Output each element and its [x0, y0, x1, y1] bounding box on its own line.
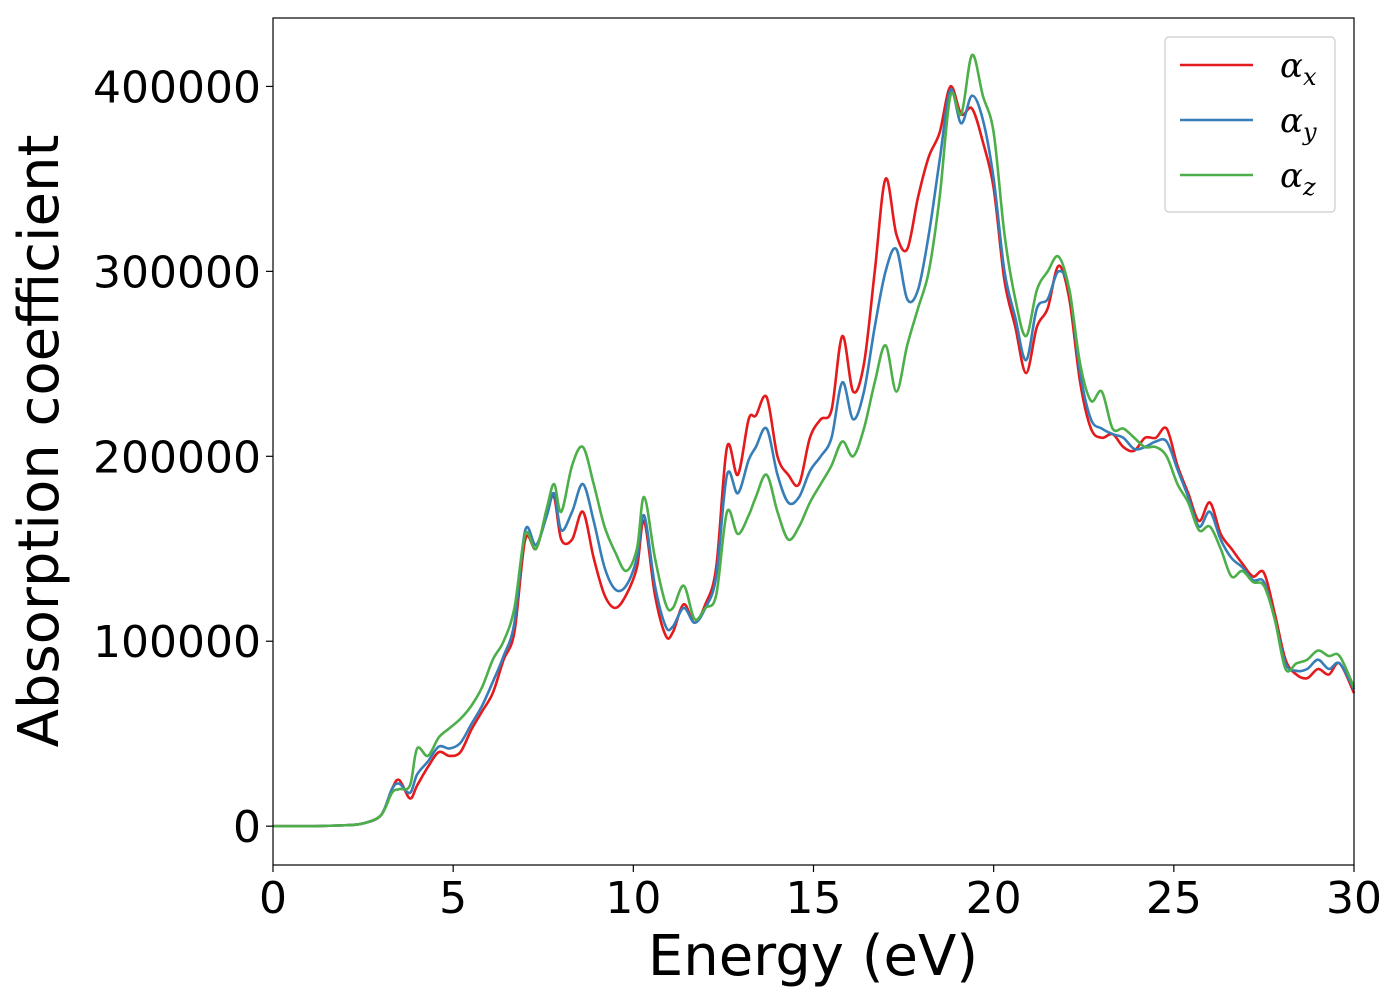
- legend-box: [1164, 36, 1336, 213]
- legend: αx αy αz: [1164, 36, 1336, 213]
- x-tick-label: 30: [1326, 873, 1382, 924]
- x-axis-label: Energy (eV): [648, 924, 978, 989]
- y-tick-label: 400000: [93, 62, 261, 113]
- legend-label-alpha-y: αy: [1280, 101, 1317, 146]
- y-tick-label: 200000: [93, 432, 261, 483]
- y-tick-label: 100000: [93, 617, 261, 668]
- x-tick-label: 20: [966, 873, 1022, 924]
- series-line-alpha-z: [272, 53, 1356, 828]
- x-tick-label: 0: [259, 873, 287, 924]
- x-tick-label: 5: [439, 873, 467, 924]
- legend-label-alpha-z: αz: [1280, 156, 1316, 201]
- x-tick-label: 10: [605, 873, 661, 924]
- x-axis-ticks: 0 5 10 15 20 25 30: [259, 865, 1382, 924]
- x-tick-label: 15: [786, 873, 842, 924]
- legend-label-alpha-x: αx: [1280, 46, 1317, 91]
- y-tick-label: 300000: [93, 247, 261, 298]
- plot-lines: [272, 53, 1356, 828]
- series-line-alpha-y: [272, 88, 1356, 828]
- y-tick-label: 0: [233, 802, 261, 853]
- y-axis-ticks: 0 100000 200000 300000 400000: [93, 62, 273, 853]
- y-axis-label: Absorption coefficient: [7, 135, 72, 748]
- series-line-alpha-x: [272, 85, 1356, 828]
- x-tick-label: 25: [1146, 873, 1202, 924]
